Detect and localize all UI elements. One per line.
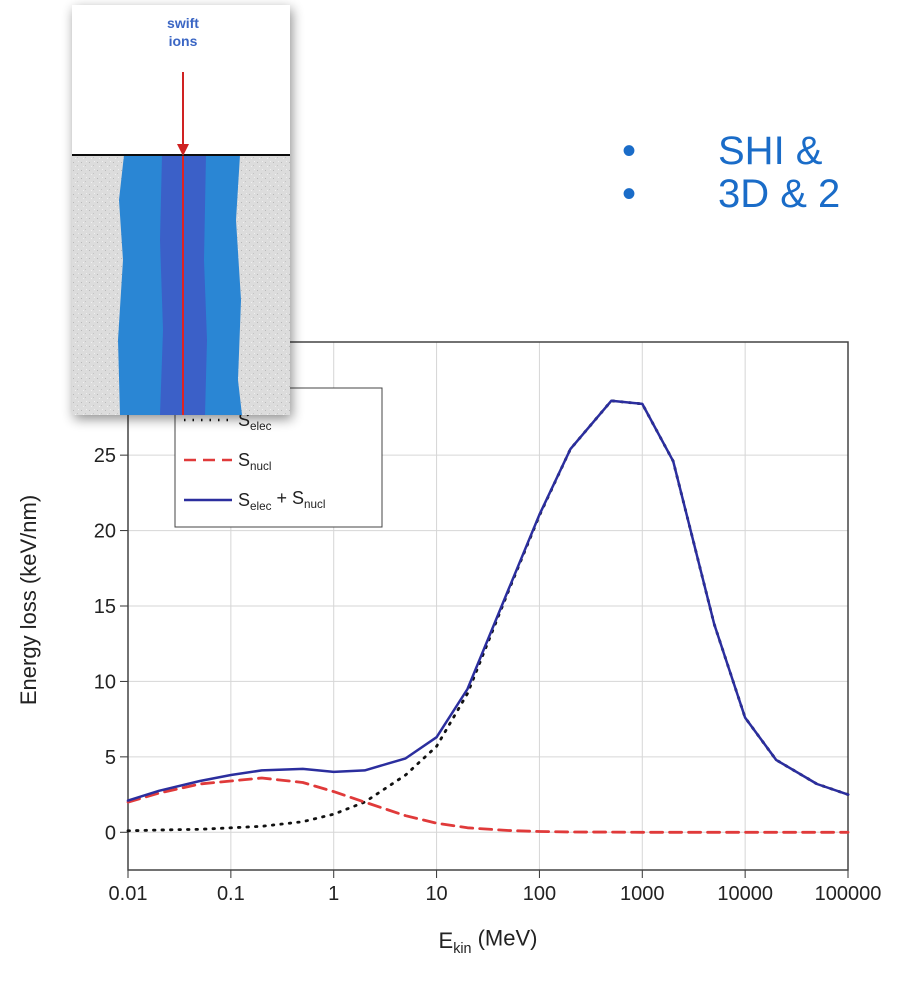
x-tick-label: 100 [523,883,556,905]
legend-label: Snucl [238,450,271,473]
series-line [126,399,850,802]
chart: 0.01 0.1 1 10 100 1000 10000 100000 0 5 10 15 20 25 En… [16,341,882,957]
subscript: nucl [304,498,325,511]
y-tick-label: 20 [94,521,116,543]
x-axis-label: Ekin (MeV) [439,925,538,957]
subscript: nucl [250,460,271,473]
subscript: elec [250,420,272,433]
text-part: (MeV) [471,925,537,950]
x-tick-label: 1 [328,883,339,905]
bullet-text: SHI & [718,129,823,173]
y-axis-label: Energy loss (keV/nm) [16,495,41,705]
bullet-list: • • SHI & 3D & 2 [622,129,840,216]
y-tick-label: 0 [105,822,116,844]
subscript: kin [453,941,471,957]
y-tick-label: 10 [94,671,116,693]
y-tick-label: 25 [94,445,116,467]
text-part: S [238,490,250,510]
x-tick-label: 0.01 [109,883,148,905]
x-tick-label: 100000 [815,883,882,905]
plot-frame [127,341,849,871]
series-line [126,399,850,833]
y-tick-label: 15 [94,596,116,618]
text-part: E [439,928,454,953]
legend-label: Selec + Snucl [238,488,325,513]
text-part: + S [271,488,304,508]
bullet: • [622,172,636,216]
x-tick-label: 1000 [620,883,665,905]
x-tick-label: 0.1 [217,883,245,905]
text-part: S [238,450,250,470]
inset-image: swift ions [72,5,290,415]
bullet: • [622,129,636,173]
series-line [126,776,850,834]
bullet-text: 3D & 2 [718,172,840,216]
subscript: elec [250,500,272,513]
x-tick-label: 10000 [717,883,773,905]
y-tick-label: 5 [105,747,116,769]
x-tick-label: 10 [425,883,447,905]
arrow-head [177,144,189,156]
inset-label: ions [169,33,198,49]
inset-label: swift [167,15,199,31]
